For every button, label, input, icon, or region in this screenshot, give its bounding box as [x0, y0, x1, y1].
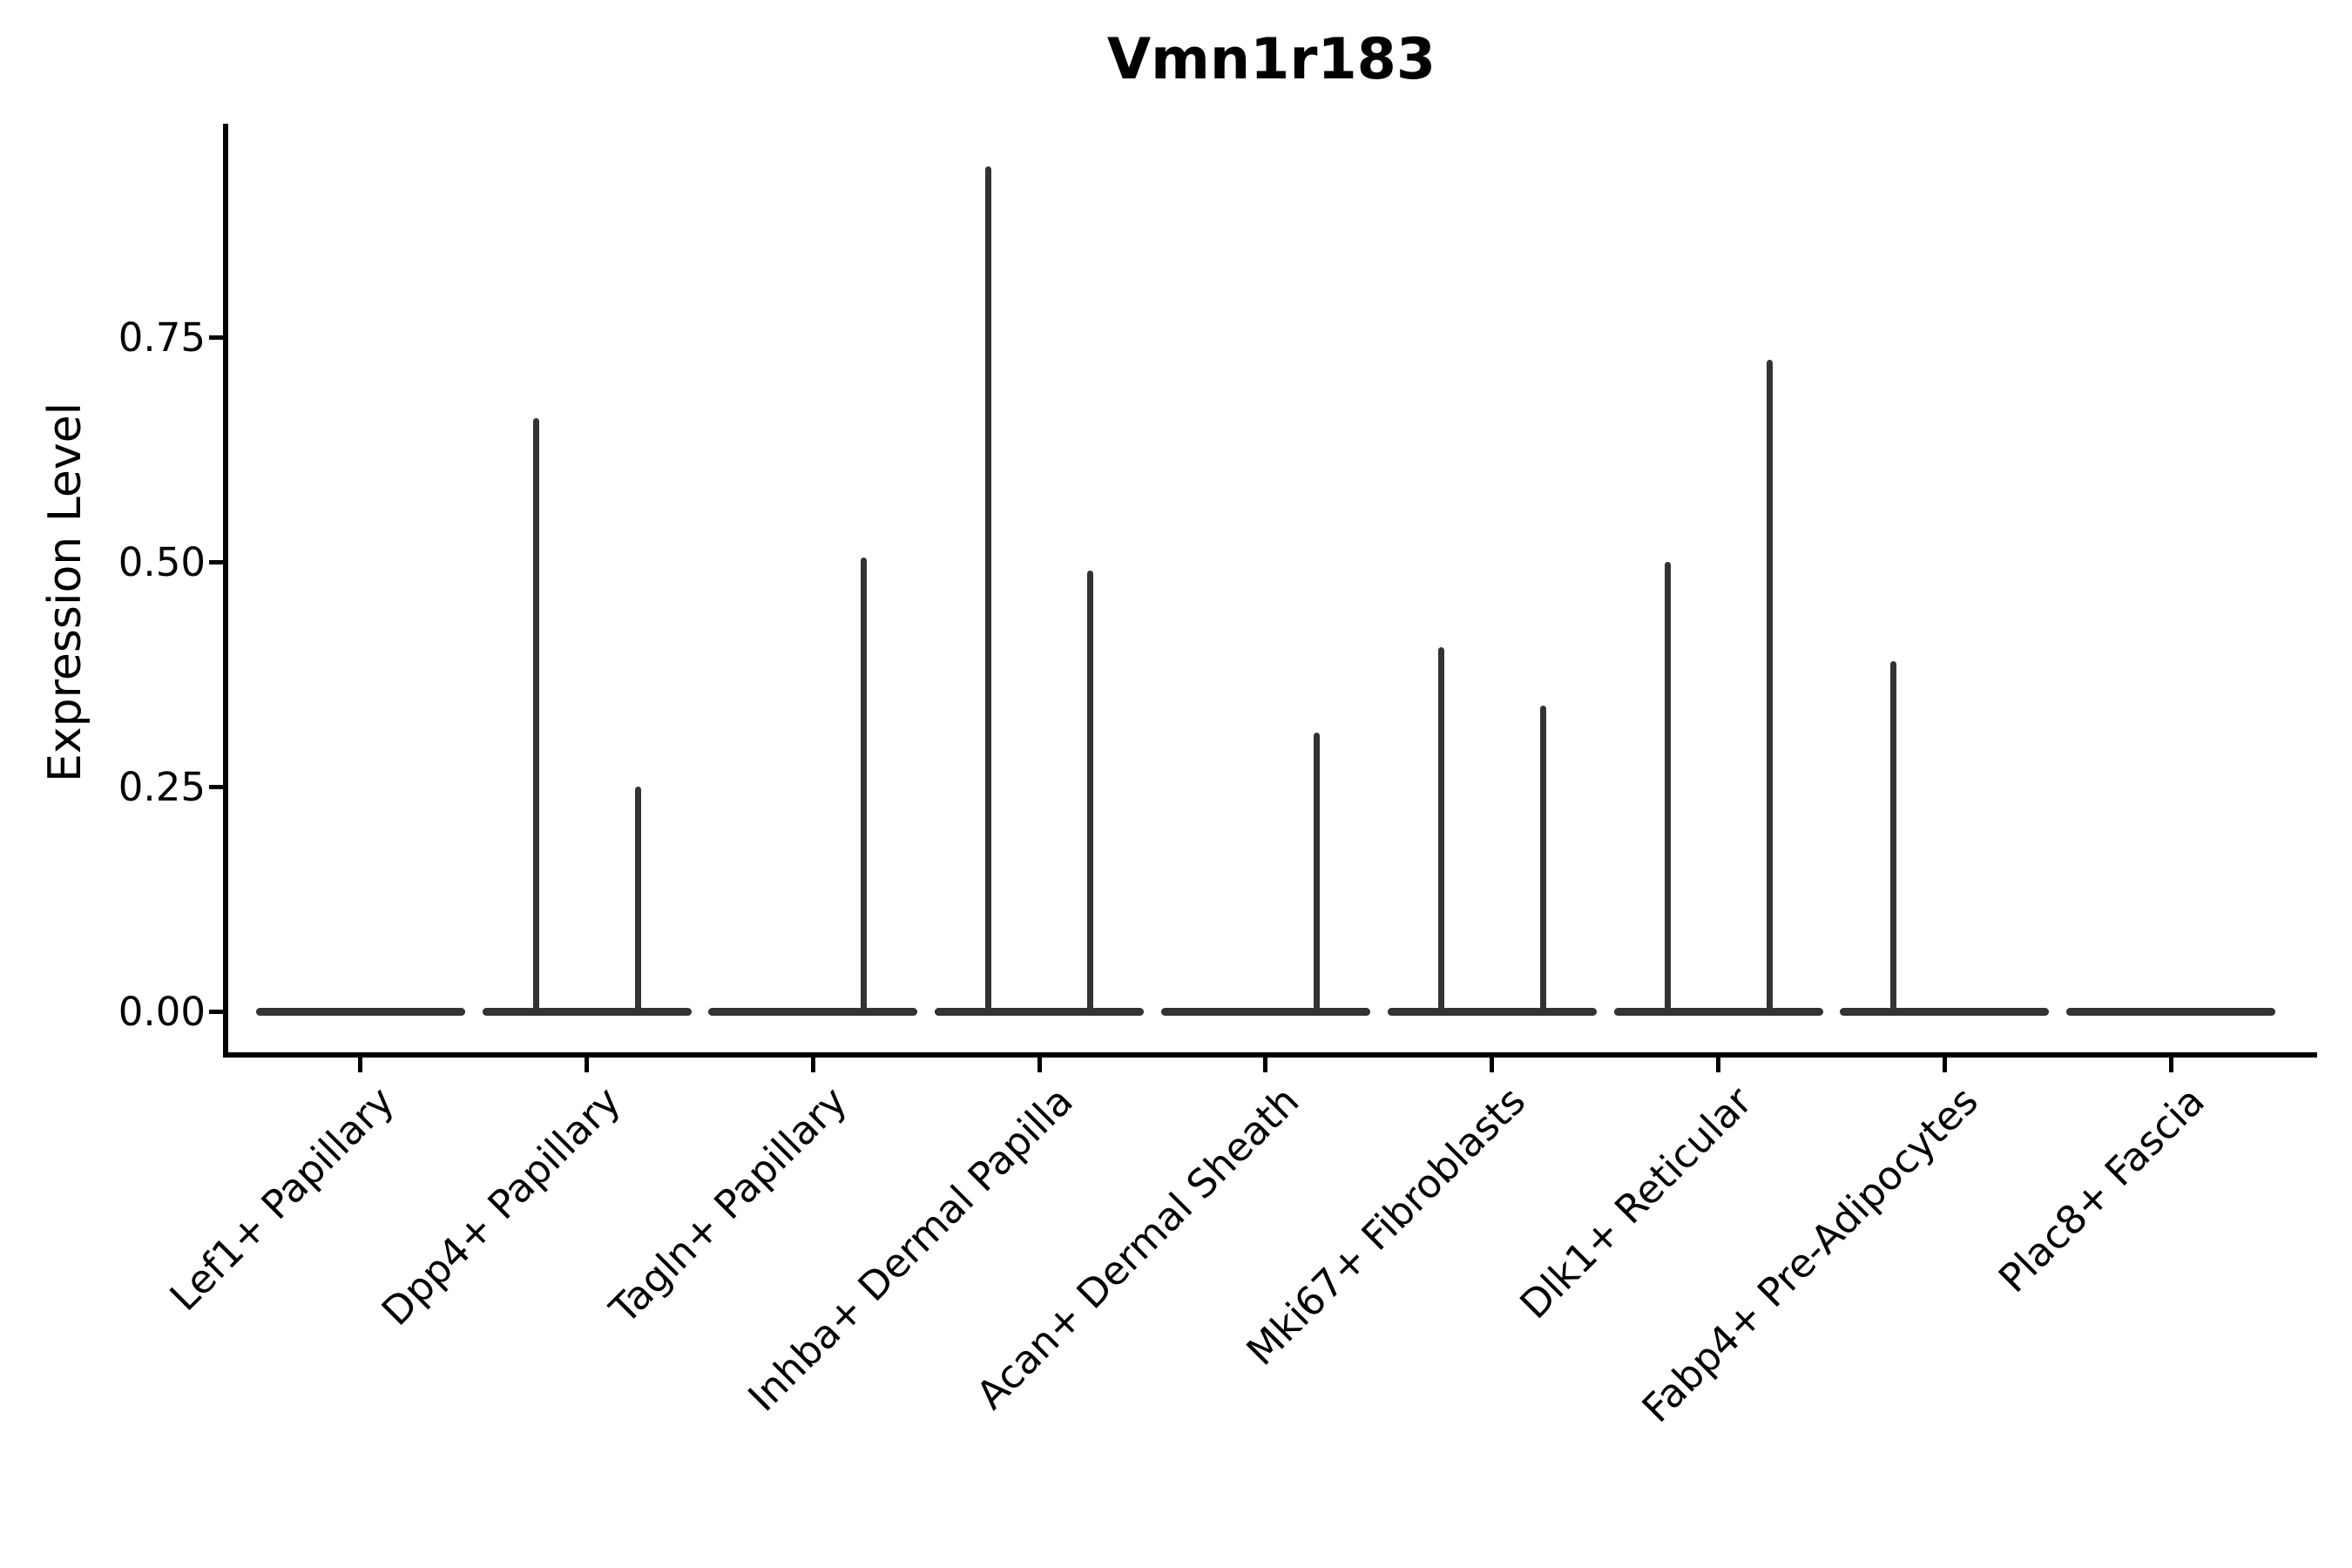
violin-body: [1613, 1007, 1823, 1016]
y-axis-tick-label: 0.75: [118, 314, 206, 361]
violin-body: [255, 1007, 465, 1016]
x-axis-tick-label: Plac8+ Fascia: [1989, 1078, 2213, 1301]
violin-body: [1840, 1007, 2050, 1016]
violin-spike: [1087, 571, 1094, 1015]
y-axis-tick-label: 0.50: [118, 539, 206, 585]
x-axis-tick: [358, 1058, 363, 1072]
x-axis-tick: [1716, 1058, 1720, 1072]
x-axis-tick: [1263, 1058, 1268, 1072]
x-axis-tick: [1037, 1058, 1042, 1072]
chart-title: Vmn1r183: [1106, 27, 1436, 92]
y-axis-tick-label: 0.25: [118, 764, 206, 810]
x-axis-tick-label: Lef1+ Papillary: [160, 1078, 403, 1321]
violin-spike: [1766, 359, 1773, 1015]
violin-body: [482, 1007, 692, 1016]
x-axis-tick: [2168, 1058, 2173, 1072]
violin-body: [935, 1007, 1145, 1016]
x-axis-tick: [810, 1058, 815, 1072]
y-axis-tick: [209, 335, 223, 340]
y-axis-tick: [209, 1009, 223, 1014]
violin-spike: [1437, 647, 1444, 1015]
violin-spike: [1664, 562, 1671, 1015]
violin-body: [1387, 1007, 1597, 1016]
violin-spike: [985, 166, 992, 1015]
y-axis-spine: [223, 124, 228, 1058]
y-axis-tick: [209, 559, 223, 564]
violin-spike: [1313, 733, 1320, 1015]
violin-body: [2066, 1007, 2276, 1016]
x-axis-tick: [585, 1058, 589, 1072]
violin-spike: [1539, 706, 1546, 1015]
x-axis-tick-label: Dlk1+ Reticular: [1511, 1078, 1761, 1328]
x-axis-tick: [1942, 1058, 1947, 1072]
violin-spike: [861, 557, 868, 1015]
violin-body: [1160, 1007, 1370, 1016]
y-axis-tick: [209, 784, 223, 789]
x-axis-tick: [1490, 1058, 1495, 1072]
violin-spike: [1890, 660, 1897, 1015]
y-axis-tick-label: 0.00: [118, 989, 206, 1035]
violin-body: [708, 1007, 918, 1016]
x-axis-spine: [223, 1052, 2317, 1058]
violin-spike: [634, 787, 641, 1015]
x-axis-tick-label: Tagln+ Papillary: [600, 1078, 855, 1333]
x-axis-tick-label: Dpp4+ Papillary: [372, 1078, 630, 1335]
violin-spike: [532, 417, 539, 1015]
